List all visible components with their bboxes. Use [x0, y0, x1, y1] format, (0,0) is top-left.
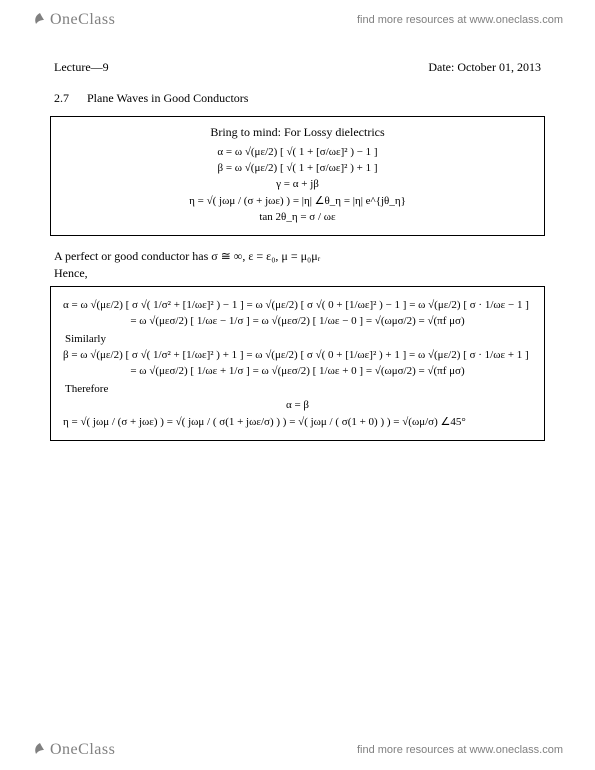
- lecture-label: Lecture—9: [54, 60, 109, 75]
- eq-beta: β = ω √(με/2) [ √( 1 + [σ/ωε]² ) + 1 ]: [63, 162, 532, 174]
- therefore-label: Therefore: [65, 383, 532, 395]
- assumption-line1: A perfect or good conductor has σ ≅ ∞, ε…: [54, 249, 320, 263]
- brand-name-footer: OneClass: [50, 741, 115, 759]
- brand-logo-footer: OneClass: [32, 741, 115, 759]
- box1-title: Bring to mind: For Lossy dielectrics: [63, 125, 532, 140]
- eq-alpha: α = ω √(με/2) [ √( 1 + [σ/ωε]² ) − 1 ]: [63, 146, 532, 158]
- similarly-label: Similarly: [65, 333, 532, 345]
- eq-eta: η = √( jωμ / (σ + jωε) ) = |η| ∠θ_η = |η…: [63, 194, 532, 207]
- beta-derivation-1: β = ω √(με/2) [ σ √( 1/σ² + [1/ωε]² ) + …: [63, 349, 532, 361]
- brand-name: OneClass: [50, 11, 115, 29]
- leaf-icon: [32, 742, 48, 758]
- eq-gamma: γ = α + jβ: [63, 178, 532, 190]
- eq-tan: tan 2θ_η = σ / ωε: [63, 211, 532, 223]
- resources-link-bottom[interactable]: find more resources at www.oneclass.com: [357, 744, 563, 756]
- alpha-derivation-2: = ω √(μεσ/2) [ 1/ωε − 1/σ ] = ω √(μεσ/2)…: [63, 315, 532, 327]
- result-alpha-beta: α = β: [63, 399, 532, 411]
- section-title: Plane Waves in Good Conductors: [87, 91, 248, 105]
- brand-logo: OneClass: [32, 11, 115, 29]
- resources-link-top[interactable]: find more resources at www.oneclass.com: [357, 14, 563, 26]
- equation-box-lossy: Bring to mind: For Lossy dielectrics α =…: [50, 116, 545, 236]
- alpha-derivation-1: α = ω √(με/2) [ σ √( 1/σ² + [1/ωε]² ) − …: [63, 299, 532, 311]
- conductor-assumption: A perfect or good conductor has σ ≅ ∞, ε…: [54, 248, 545, 282]
- beta-derivation-2: = ω √(μεσ/2) [ 1/ωε + 1/σ ] = ω √(μεσ/2)…: [63, 365, 532, 377]
- date-label: Date: October 01, 2013: [428, 60, 541, 75]
- leaf-icon: [32, 12, 48, 28]
- lecture-header-row: Lecture—9 Date: October 01, 2013: [50, 60, 545, 75]
- page-footer: OneClass find more resources at www.onec…: [0, 730, 595, 770]
- page-header: OneClass find more resources at www.onec…: [0, 0, 595, 40]
- section-number: 2.7: [54, 91, 69, 105]
- section-heading: 2.7 Plane Waves in Good Conductors: [50, 91, 545, 106]
- assumption-line2: Hence,: [54, 266, 88, 280]
- equation-box-conductor: α = ω √(με/2) [ σ √( 1/σ² + [1/ωε]² ) − …: [50, 286, 545, 441]
- eta-derivation: η = √( jωμ / (σ + jωε) ) = √( jωμ / ( σ(…: [63, 415, 532, 428]
- page-content: Lecture—9 Date: October 01, 2013 2.7 Pla…: [0, 40, 595, 441]
